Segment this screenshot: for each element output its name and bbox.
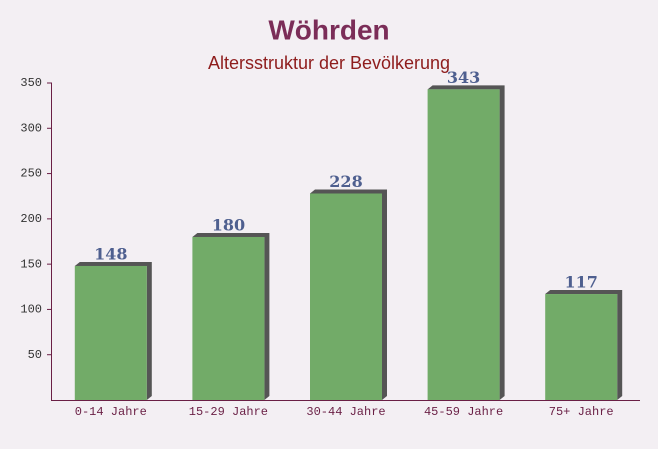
value-label: 228 bbox=[329, 172, 362, 191]
x-tick-label: 15-29 Jahre bbox=[189, 405, 268, 419]
chart-subtitle: Altersstruktur der Bevölkerung bbox=[208, 53, 450, 73]
value-label: 117 bbox=[564, 273, 597, 292]
bar bbox=[192, 236, 265, 400]
x-tick-label: 30-44 Jahre bbox=[306, 405, 385, 419]
value-label: 180 bbox=[212, 215, 245, 234]
y-tick-label: 250 bbox=[20, 167, 42, 181]
y-tick-label: 50 bbox=[28, 348, 42, 362]
x-tick-label: 75+ Jahre bbox=[549, 405, 614, 419]
bar bbox=[310, 193, 382, 400]
bar bbox=[545, 294, 618, 400]
value-label: 148 bbox=[94, 244, 127, 263]
y-tick-label: 100 bbox=[20, 303, 42, 317]
y-tick-label: 200 bbox=[20, 212, 42, 226]
y-tick-label: 350 bbox=[20, 76, 42, 90]
bar bbox=[427, 89, 500, 400]
value-label: 343 bbox=[447, 68, 480, 87]
x-tick-label: 0-14 Jahre bbox=[75, 405, 147, 419]
y-tick-label: 300 bbox=[20, 121, 42, 135]
bar bbox=[74, 265, 147, 400]
chart-title: Wöhrden bbox=[268, 14, 389, 45]
y-tick-label: 150 bbox=[20, 257, 42, 271]
x-tick-label: 45-59 Jahre bbox=[424, 405, 503, 419]
